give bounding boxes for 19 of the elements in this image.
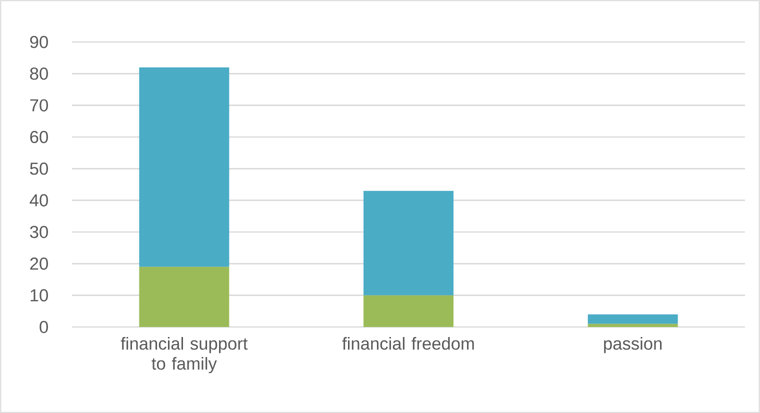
y-tick-label: 40 xyxy=(30,194,48,206)
y-tick-label: 30 xyxy=(30,226,48,238)
x-tick-label: passion xyxy=(604,337,662,354)
x-tick-label: financial freedom xyxy=(342,337,474,350)
y-tick-label: 0 xyxy=(40,320,48,334)
bar xyxy=(139,266,230,327)
x-tick-label: financial support to family xyxy=(120,337,248,374)
y-tick-label: 10 xyxy=(30,289,48,302)
y-tick-label: 70 xyxy=(30,99,48,112)
bar xyxy=(139,67,230,267)
y-tick-label: 90 xyxy=(30,36,48,48)
y-tick-label: 60 xyxy=(30,130,48,144)
y-tick-label: 50 xyxy=(30,162,48,175)
bar xyxy=(588,324,678,327)
bar xyxy=(364,190,454,296)
bar xyxy=(588,314,678,324)
bar xyxy=(364,295,454,327)
y-tick-label: 20 xyxy=(30,258,48,270)
y-tick-label: 80 xyxy=(30,68,48,80)
